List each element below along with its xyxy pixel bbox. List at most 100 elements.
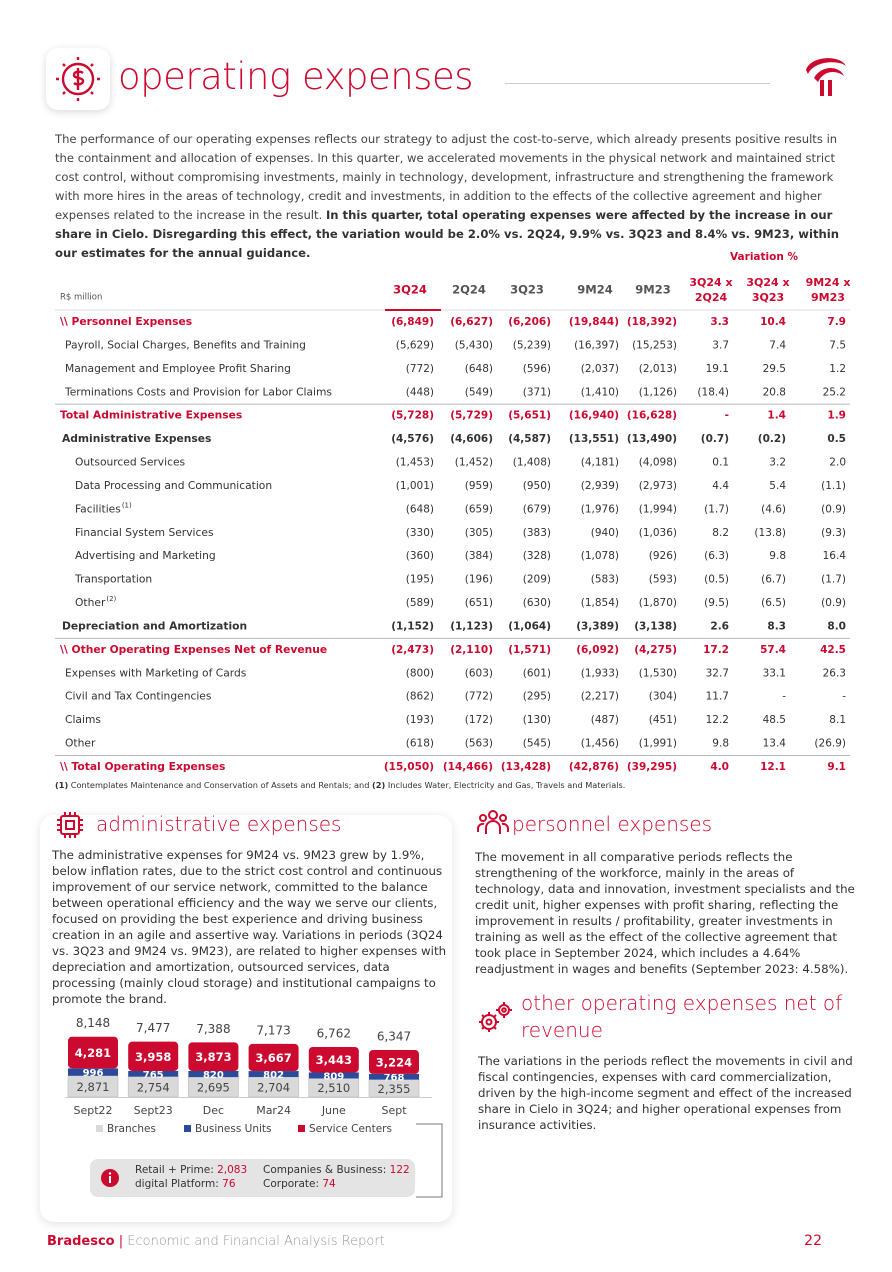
cell: (1,078) bbox=[581, 550, 619, 562]
cell: (2,217) bbox=[581, 691, 619, 703]
cell: (39,295) bbox=[627, 761, 677, 773]
cell: (448) bbox=[406, 386, 434, 398]
cell: (9.5) bbox=[704, 597, 729, 609]
cell: (360) bbox=[406, 550, 434, 562]
info-item: Corporate: 74 bbox=[263, 1177, 410, 1191]
row-label: Management and Employee Profit Sharing bbox=[65, 362, 291, 375]
cell: (772) bbox=[465, 691, 493, 703]
cell: (3,138) bbox=[634, 620, 677, 632]
cell: (545) bbox=[523, 738, 551, 750]
cell: (14,466) bbox=[443, 761, 493, 773]
variation-header: 3Q24 x bbox=[689, 276, 732, 289]
bar-segment bbox=[369, 1073, 419, 1080]
cell: (16,940) bbox=[569, 410, 619, 422]
legend-label: Branches bbox=[107, 1123, 156, 1135]
other-text: The variations in the periods reflect th… bbox=[478, 1054, 853, 1132]
cell: (603) bbox=[465, 667, 493, 679]
cell: (196) bbox=[465, 574, 493, 586]
info-item: digital Platform: 76 bbox=[135, 1177, 247, 1191]
cell: 17.2 bbox=[703, 644, 729, 656]
row-label: Administrative Expenses bbox=[62, 432, 211, 445]
cell: (371) bbox=[523, 386, 551, 398]
legend-swatch bbox=[184, 1125, 191, 1132]
cell: (6.3) bbox=[704, 550, 729, 562]
cell: 9.8 bbox=[769, 550, 786, 562]
cell: (1,452) bbox=[455, 457, 493, 469]
row-label: Total Administrative Expenses bbox=[60, 409, 242, 422]
variation-label: Variation % bbox=[730, 251, 798, 263]
personnel-title: personnel expenses bbox=[512, 812, 713, 836]
row-label-text: Other bbox=[75, 596, 106, 609]
bar-value-label: 3,443 bbox=[316, 1053, 352, 1067]
cell: (1,410) bbox=[581, 386, 619, 398]
cell: 8.2 bbox=[712, 527, 729, 539]
cell: 12.1 bbox=[760, 761, 786, 773]
row-label-text: Total Administrative Expenses bbox=[60, 409, 242, 422]
cell: (13,551) bbox=[569, 433, 619, 445]
row-label: Terminations Costs and Provision for Lab… bbox=[64, 385, 332, 398]
intro-text: The performance of our operating expense… bbox=[55, 132, 838, 222]
cell: (549) bbox=[465, 386, 493, 398]
cell: (601) bbox=[523, 667, 551, 679]
row-label: Other bbox=[65, 737, 96, 750]
unit-label: R$ million bbox=[60, 293, 102, 303]
cell: 8.3 bbox=[767, 620, 786, 632]
row-label: \\ Total Operating Expenses bbox=[60, 760, 225, 773]
cell: (19,844) bbox=[569, 316, 619, 328]
cell: (2,973) bbox=[639, 480, 677, 492]
cell: 12.2 bbox=[706, 714, 729, 726]
bar-segment bbox=[248, 1043, 299, 1072]
cell: (2,473) bbox=[391, 644, 434, 656]
cell: (4,576) bbox=[391, 433, 434, 445]
cell: (5,430) bbox=[455, 339, 493, 351]
cell: (13,428) bbox=[501, 761, 551, 773]
column-header: 3Q24 bbox=[393, 283, 427, 297]
cell: 3.7 bbox=[712, 339, 729, 351]
cell: (618) bbox=[406, 738, 434, 750]
cell: (1,933) bbox=[581, 667, 619, 679]
cell: (451) bbox=[649, 714, 677, 726]
bar-value-label: 809 bbox=[323, 1071, 344, 1082]
cell: (5,729) bbox=[450, 410, 493, 422]
variation-header: 9M24 x bbox=[806, 276, 851, 289]
cell: 1.2 bbox=[829, 363, 846, 375]
cell: (648) bbox=[465, 363, 493, 375]
cell: 3.2 bbox=[769, 457, 786, 469]
cell: (940) bbox=[591, 527, 619, 539]
bar-value-label: 768 bbox=[384, 1073, 405, 1084]
bar-value-label: 802 bbox=[263, 1070, 284, 1081]
footnote-part: (2) bbox=[372, 780, 385, 790]
x-tick-label: June bbox=[321, 1104, 346, 1117]
cell: (5,728) bbox=[391, 410, 434, 422]
row-label: Financial System Services bbox=[75, 526, 214, 539]
row-label: Depreciation and Amortization bbox=[62, 619, 247, 632]
expenses-table: Variation % R$ million 3Q24 2Q24 3Q23 9M24 9M2… bbox=[55, 251, 851, 790]
cell: (1,854) bbox=[581, 597, 619, 609]
cell: (772) bbox=[406, 363, 434, 375]
cell: (1,152) bbox=[391, 620, 434, 632]
info-label: Corporate: bbox=[263, 1178, 320, 1190]
bar-value-label: 3,224 bbox=[376, 1055, 412, 1069]
bar-value-label: 2,754 bbox=[137, 1080, 170, 1094]
cell: 13.4 bbox=[763, 738, 787, 750]
bar-segment bbox=[308, 1046, 359, 1073]
bar-total: 7,388 bbox=[196, 1022, 230, 1036]
cell: (1,001) bbox=[396, 480, 434, 492]
column-header: 9M23 bbox=[635, 283, 670, 297]
cell: (959) bbox=[465, 480, 493, 492]
cell: (1.7) bbox=[704, 503, 729, 515]
cell: (1,994) bbox=[639, 503, 677, 515]
title-icon-box bbox=[46, 48, 110, 110]
cell: (4.6) bbox=[761, 503, 786, 515]
cell: 11.7 bbox=[706, 691, 729, 703]
cell: (648) bbox=[406, 503, 434, 515]
cell: (16,628) bbox=[627, 410, 677, 422]
bar-segment bbox=[308, 1072, 359, 1079]
cell: (1,571) bbox=[508, 644, 551, 656]
cell: (2,110) bbox=[450, 644, 493, 656]
cell: 25.2 bbox=[823, 386, 846, 398]
row-label: Expenses with Marketing of Cards bbox=[65, 666, 247, 679]
cell: (18,392) bbox=[627, 316, 677, 328]
row-label-text: Advertising and Marketing bbox=[75, 549, 216, 562]
x-tick-label: Sept22 bbox=[73, 1104, 112, 1117]
